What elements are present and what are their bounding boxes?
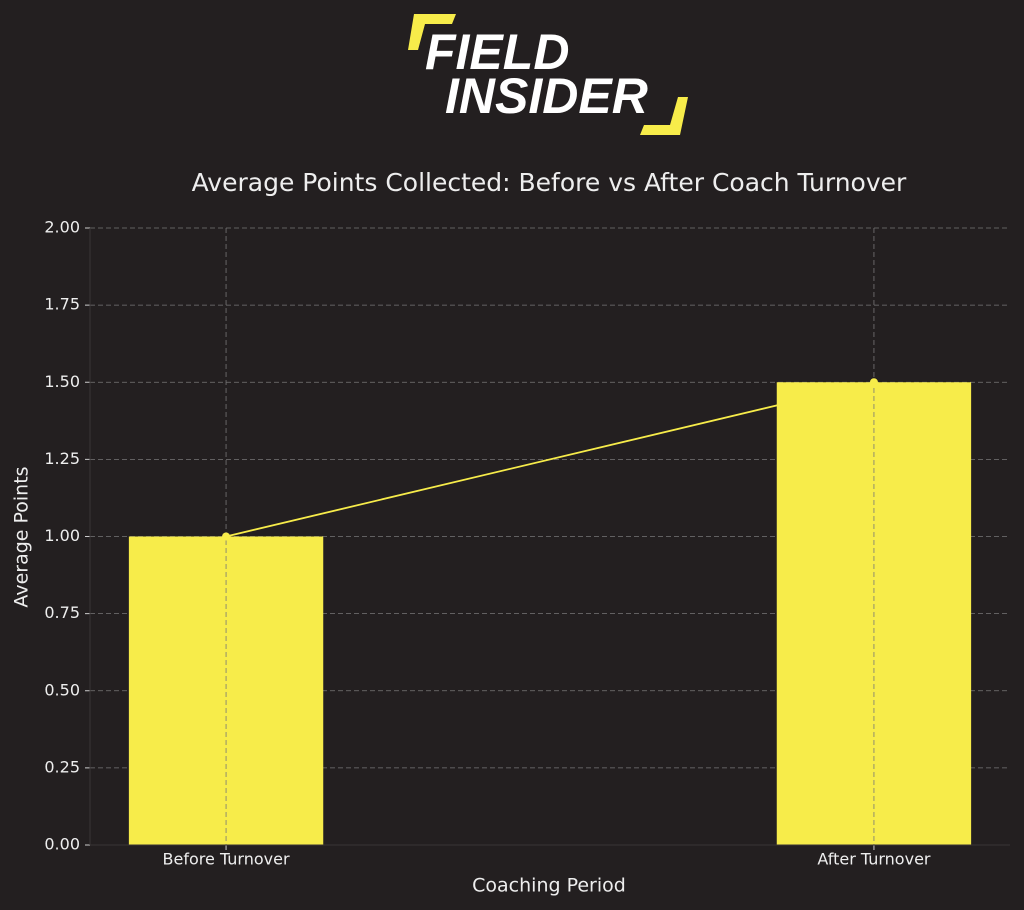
- chart-title: Average Points Collected: Before vs Afte…: [192, 168, 907, 197]
- logo-text: INSIDER: [445, 68, 648, 124]
- x-tick-label: Before Turnover: [163, 850, 290, 869]
- bar: [128, 536, 324, 845]
- y-tick-label: 1.25: [44, 449, 80, 468]
- y-tick-label: 0.25: [44, 757, 80, 776]
- x-axis-label: Coaching Period: [472, 875, 626, 897]
- y-tick-label: 0.00: [44, 835, 80, 854]
- y-tick-label: 0.50: [44, 680, 80, 699]
- y-tick-label: 1.75: [44, 295, 80, 314]
- x-tick-label: After Turnover: [817, 850, 931, 869]
- y-axis-label: Average Points: [11, 466, 33, 607]
- y-tick-label: 1.50: [44, 372, 80, 391]
- y-tick-label: 0.75: [44, 603, 80, 622]
- line-marker: [222, 532, 231, 541]
- y-tick-label: 1.00: [44, 526, 80, 545]
- line: [225, 381, 875, 538]
- y-tick-label: 2.00: [44, 218, 80, 237]
- line-marker: [869, 378, 878, 387]
- logo-bracket: [640, 97, 688, 135]
- logo-bracket: [408, 14, 456, 50]
- logo-text: FIELD: [425, 24, 569, 80]
